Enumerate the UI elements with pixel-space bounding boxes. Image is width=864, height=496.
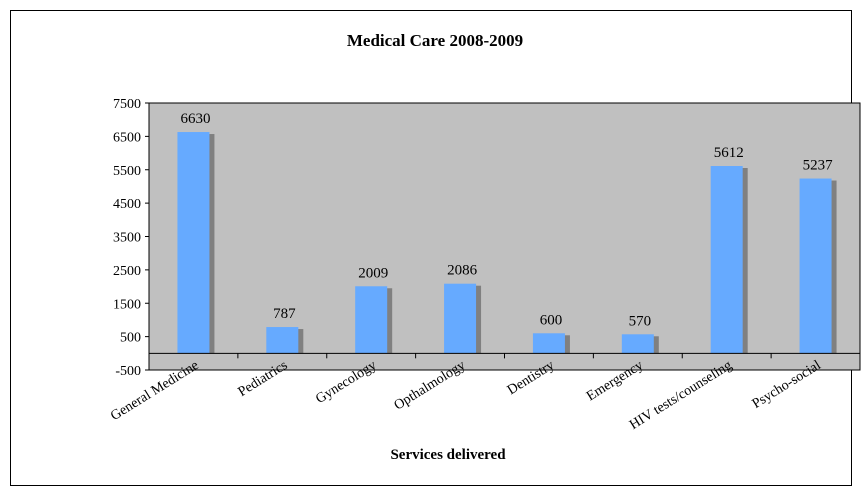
y-tick-label: 2500	[113, 264, 141, 279]
y-tick-label: 5500	[113, 164, 141, 179]
bar	[532, 333, 565, 354]
bar	[799, 178, 832, 354]
y-tick-label: 6500	[113, 130, 141, 145]
y-tick-label: 1500	[113, 297, 141, 312]
bar	[621, 334, 654, 354]
bar	[266, 327, 299, 354]
data-label: 5237	[803, 158, 834, 174]
data-label: 2009	[358, 265, 388, 281]
y-tick-label: 3500	[113, 231, 141, 246]
bar	[355, 286, 388, 354]
data-label: 600	[540, 312, 563, 328]
data-label: 787	[273, 306, 296, 322]
data-label: 5612	[714, 145, 744, 161]
y-tick-label: 7500	[113, 97, 141, 112]
bar	[444, 283, 477, 354]
plot-area	[148, 102, 861, 371]
y-axis: -500 500 1500 2500 3500 4500 5500 6500 7500	[113, 97, 149, 379]
bars-group: 6630 787 2009 2086 600 570 5612 5237	[177, 111, 837, 354]
bar	[710, 166, 743, 354]
y-tick-label: 500	[120, 331, 141, 346]
data-label: 6630	[180, 111, 210, 127]
data-label: 2086	[447, 263, 478, 279]
data-label: 570	[629, 313, 652, 329]
y-tick-label: -500	[115, 364, 141, 379]
x-axis-label: Services delivered	[390, 447, 506, 463]
y-tick-label: 4500	[113, 197, 141, 212]
bar	[177, 132, 210, 354]
chart-title: Medical Care 2008-2009	[347, 31, 523, 50]
